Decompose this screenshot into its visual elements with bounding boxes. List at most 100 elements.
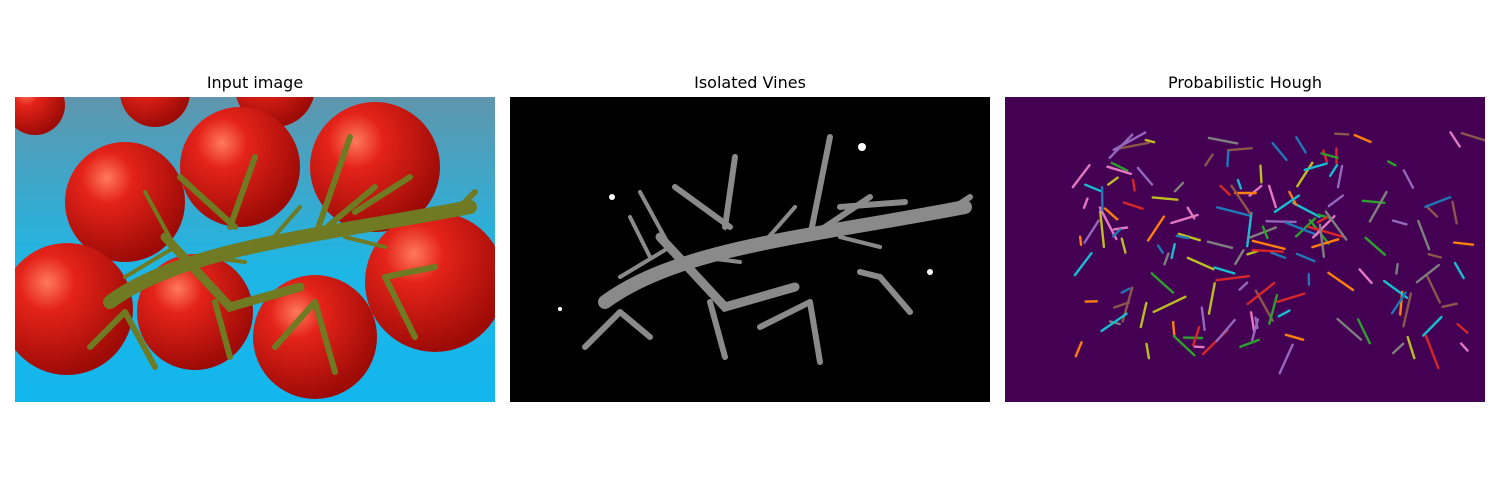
hough-line-segment — [1261, 225, 1269, 240]
isolated-vines-image — [510, 97, 990, 402]
hough-line-segment — [1173, 181, 1185, 193]
hough-line-segment — [1136, 166, 1154, 186]
hough-line-segment — [1353, 133, 1372, 144]
hough-lines-image — [1005, 97, 1485, 402]
hough-line-segment — [1226, 147, 1253, 152]
hough-line-segment — [1144, 138, 1156, 144]
hough-line-segment — [1098, 210, 1106, 249]
hough-line-segment — [1424, 334, 1440, 370]
hough-line-segment — [1451, 200, 1458, 225]
hough-line-segment — [1368, 190, 1388, 223]
hough-line-segment — [1391, 342, 1405, 355]
hough-line-segment — [1329, 163, 1339, 178]
hough-line-segment — [1277, 309, 1291, 318]
hough-line-segment — [1307, 225, 1344, 238]
hough-line-segment — [1406, 335, 1416, 360]
hough-line-segment — [1083, 183, 1103, 193]
hough-line-segment — [1295, 252, 1316, 263]
hough-line-segment — [1204, 153, 1214, 167]
hough-line-segment — [1150, 272, 1175, 294]
hough-line-segment — [1171, 320, 1176, 338]
hough-line-segment — [1139, 301, 1148, 329]
hough-line-segment — [1427, 252, 1442, 259]
hough-line-segment — [1387, 160, 1397, 167]
hough-line-segment — [1248, 226, 1278, 239]
hough-line-segment — [1112, 301, 1131, 309]
hough-line-segment — [1402, 169, 1415, 189]
hough-line-segment — [1234, 249, 1245, 266]
hough-line-segment — [1215, 318, 1236, 343]
hough-line-segment — [1292, 201, 1321, 219]
hough-line-segment — [1251, 248, 1284, 253]
hough-line-segment — [1320, 152, 1339, 160]
hough-line-segment — [1073, 251, 1093, 277]
hough-line-segment — [1399, 290, 1404, 316]
hough-line-segment — [1170, 242, 1176, 260]
hough-line-segment — [1145, 342, 1151, 360]
hough-line-segment — [1106, 176, 1119, 186]
hough-line-segment — [1246, 249, 1260, 256]
hough-line-segment — [1074, 341, 1083, 358]
hough-line-segment — [1131, 178, 1136, 192]
hough-line-segment — [1213, 266, 1236, 275]
hough-line-segment — [1424, 196, 1452, 209]
panel-probabilistic-hough: Probabilistic Hough — [1005, 72, 1485, 402]
hough-line-segment — [1415, 263, 1441, 284]
hough-line-segment — [1334, 132, 1350, 136]
hough-line-segment — [1110, 161, 1129, 172]
hough-line-segment — [1108, 133, 1134, 160]
hough-line-segment — [1100, 312, 1128, 333]
hough-line-segment — [1402, 292, 1413, 328]
hough-line-segment — [1336, 164, 1344, 189]
hough-line-segment — [1390, 291, 1407, 315]
hough-line-segment — [1200, 306, 1206, 332]
hough-line-segment — [1324, 210, 1348, 241]
panel-title-isolated: Isolated Vines — [694, 73, 806, 92]
hough-line-segment — [1426, 275, 1441, 304]
hough-line-segment — [1098, 206, 1118, 241]
hough-line-segment — [1152, 295, 1187, 314]
hough-line-segment — [1327, 194, 1345, 208]
hough-line-segment — [1422, 315, 1443, 337]
hough-line-segment — [1254, 316, 1259, 330]
hough-line-segment — [1391, 219, 1408, 226]
hough-line-segment — [1082, 197, 1089, 209]
hough-line-segment — [1215, 206, 1252, 217]
hough-line-segment — [1156, 244, 1165, 254]
hough-line-segment — [1172, 334, 1196, 357]
tomatoes — [15, 97, 495, 399]
hough-line-segment — [1271, 142, 1288, 162]
hough-line-segment — [1267, 184, 1277, 209]
hough-line-segment — [1358, 268, 1373, 285]
hough-line-segment — [1146, 215, 1166, 242]
hough-line-segment — [1456, 322, 1469, 334]
hough-line-segment — [1207, 282, 1216, 315]
input-image — [15, 97, 495, 402]
hough-line-segment — [1265, 219, 1297, 224]
hough-line-segment — [1238, 281, 1249, 291]
hough-line-segment — [1449, 131, 1461, 148]
hough-line-segment — [1460, 131, 1485, 142]
hough-line-segment — [1270, 251, 1287, 260]
vine — [87, 134, 478, 375]
hough-line-segment — [1175, 234, 1190, 240]
hough-line-segment — [1318, 223, 1326, 259]
hough-line-segment — [1120, 287, 1131, 294]
hough-line-segment — [1316, 215, 1329, 224]
hough-line-segment — [1103, 207, 1119, 221]
hough-line-segment — [1071, 163, 1091, 189]
hough-line-segment — [1207, 136, 1239, 145]
hough-line-segment — [1395, 262, 1399, 275]
hough-line-segment — [1186, 256, 1215, 271]
hough-line-segment — [1268, 293, 1279, 325]
panel-title-hough: Probabilistic Hough — [1167, 73, 1323, 92]
hough-line-segment — [1322, 149, 1328, 163]
hough-line-segment — [1295, 136, 1307, 154]
hough-line-segment — [1294, 217, 1317, 238]
hough-line-segment — [1083, 219, 1100, 244]
hough-line-segment — [1357, 318, 1371, 345]
hough-line-segment — [1273, 194, 1301, 214]
hough-line-segment — [1276, 292, 1306, 304]
hough-line-segment — [1259, 164, 1263, 184]
hough-line-segment — [1192, 325, 1201, 347]
